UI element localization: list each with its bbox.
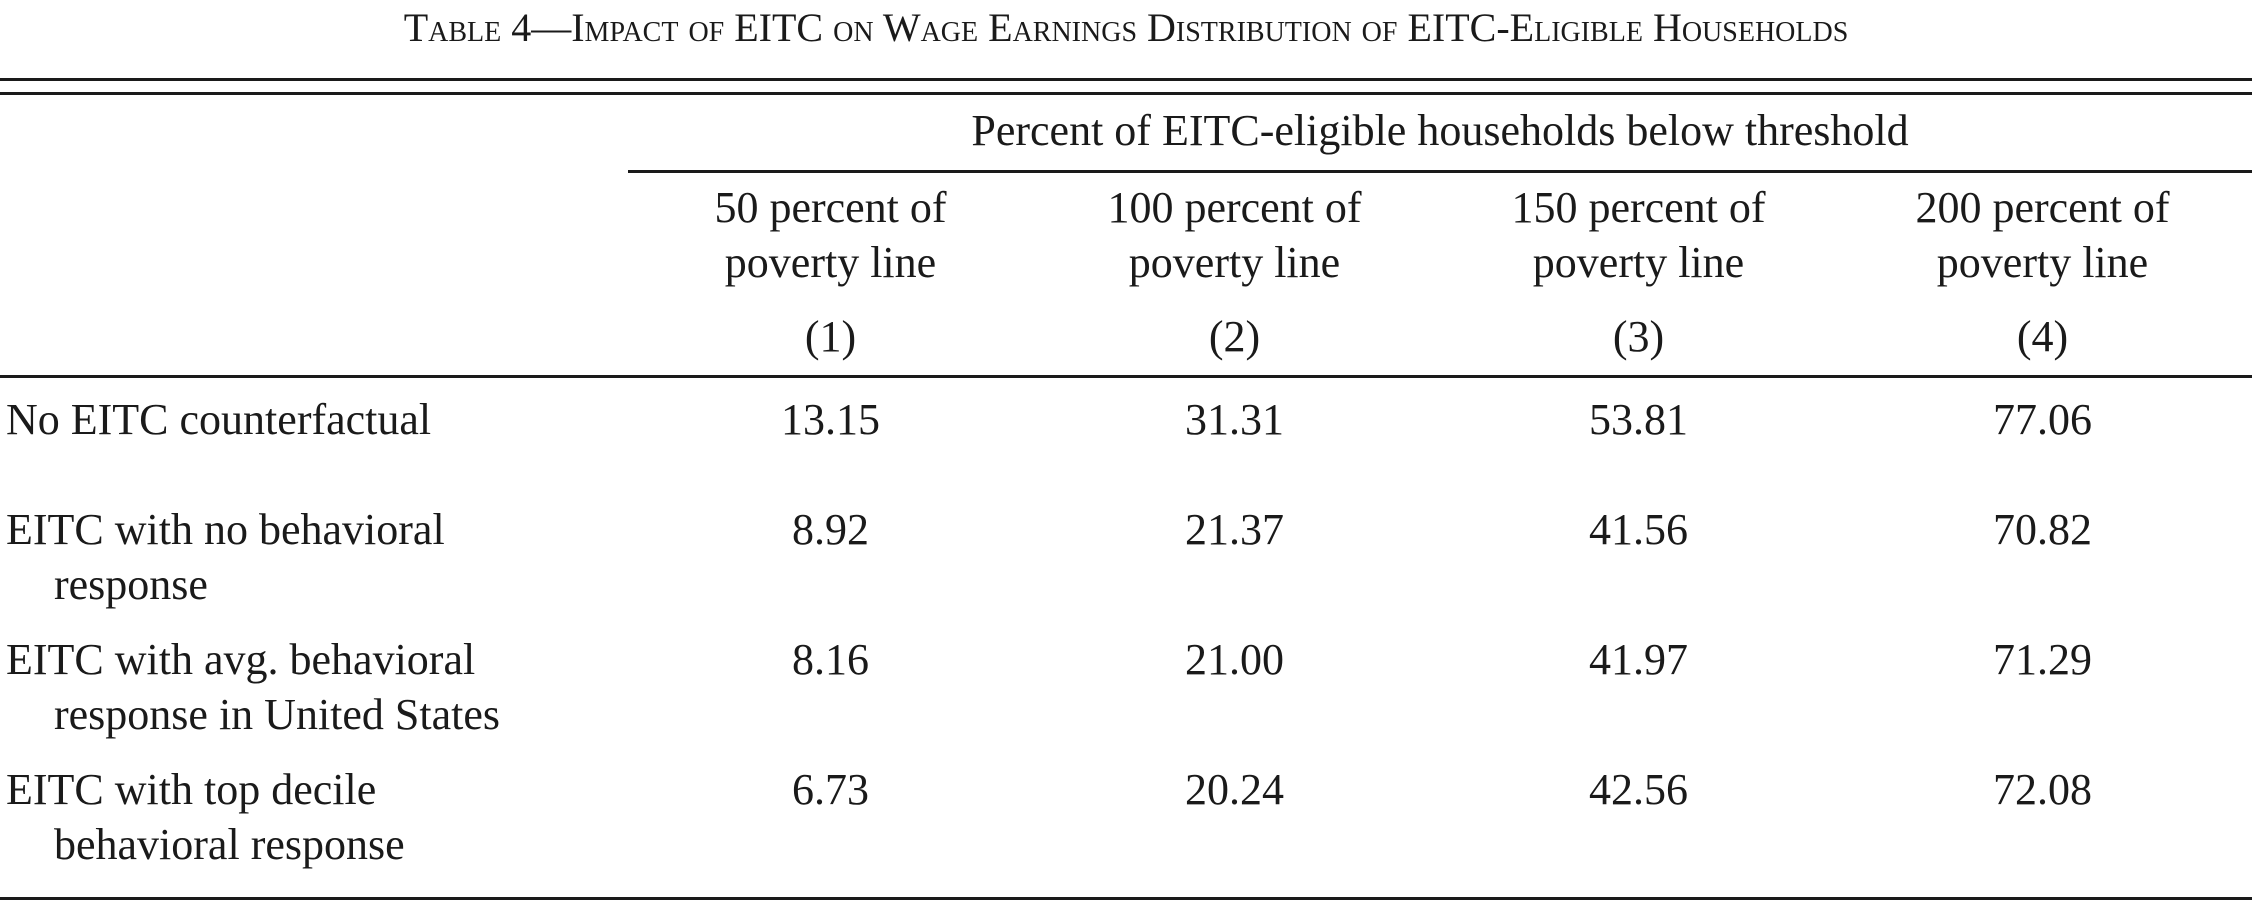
row-label: EITC with no behavioral response [6,502,626,612]
table-cell: 6.73 [792,765,869,814]
column-number-4: (4) [2016,312,2069,361]
table-cell: 20.24 [1185,765,1284,814]
table-cell: 72.08 [1993,765,2092,814]
column-number-2: (2) [1208,312,1261,361]
row-label: EITC with avg. behavioral response in Un… [6,632,626,742]
column-header-1-line2: poverty line [724,238,937,287]
table-row: No EITC counterfactual 13.15 31.31 53.81… [0,392,2252,502]
table-title-main: Impact of EITC on Wage Earnings Distribu… [571,5,1849,50]
row-label-line1: EITC with no behavioral [6,505,445,554]
column-header-2-line1: 100 percent of [1107,183,1362,232]
table-cell: 41.97 [1589,635,1688,684]
table-cell: 41.56 [1589,505,1688,554]
table-row: EITC with avg. behavioral response in Un… [0,632,2252,742]
column-header-2: 100 percent of poverty line [1032,180,1437,290]
table-cell: 71.29 [1993,635,2092,684]
table-cell: 42.56 [1589,765,1688,814]
bottom-rule [0,897,2252,900]
table-cell: 70.82 [1993,505,2092,554]
top-rule-upper [0,78,2252,81]
row-label-line1: EITC with top decile [6,765,377,814]
top-rule-lower [0,92,2252,95]
column-spanner-header: Percent of EITC-eligible households belo… [971,106,1909,155]
table-cell: 21.37 [1185,505,1284,554]
header-rule [0,375,2252,378]
table-cell: 13.15 [781,395,880,444]
column-header-3-line1: 150 percent of [1511,183,1766,232]
column-header-4-line1: 200 percent of [1915,183,2170,232]
column-header-3-line2: poverty line [1532,238,1745,287]
row-label-line1: No EITC counterfactual [6,395,432,444]
column-header-2-line2: poverty line [1128,238,1341,287]
column-header-4-line2: poverty line [1936,238,2149,287]
row-label-line2: response [54,560,208,609]
table-cell: 21.00 [1185,635,1284,684]
column-header-1-line1: 50 percent of [714,183,947,232]
column-header-1: 50 percent of poverty line [628,180,1033,290]
table-title-prefix: Table 4 [403,5,532,50]
table-cell: 31.31 [1185,395,1284,444]
row-label: EITC with top decile behavioral response [6,762,626,872]
table-row: EITC with no behavioral response 8.92 21… [0,502,2252,612]
column-header-3: 150 percent of poverty line [1436,180,1841,290]
row-label-line2: behavioral response [54,820,405,869]
column-number-1: (1) [804,312,857,361]
table-title: Table 4—Impact of EITC on Wage Earnings … [0,6,2252,50]
row-label: No EITC counterfactual [6,392,626,447]
table-cell: 8.92 [792,505,869,554]
table-cell: 8.16 [792,635,869,684]
row-label-line2: response in United States [54,690,501,739]
table-cell: 53.81 [1589,395,1688,444]
row-label-line1: EITC with avg. behavioral [6,635,476,684]
spanner-rule [628,170,2252,173]
column-number-3: (3) [1612,312,1665,361]
table-cell: 77.06 [1993,395,2092,444]
table-title-dash: — [531,5,572,50]
column-header-4: 200 percent of poverty line [1840,180,2245,290]
table-row: EITC with top decile behavioral response… [0,762,2252,872]
